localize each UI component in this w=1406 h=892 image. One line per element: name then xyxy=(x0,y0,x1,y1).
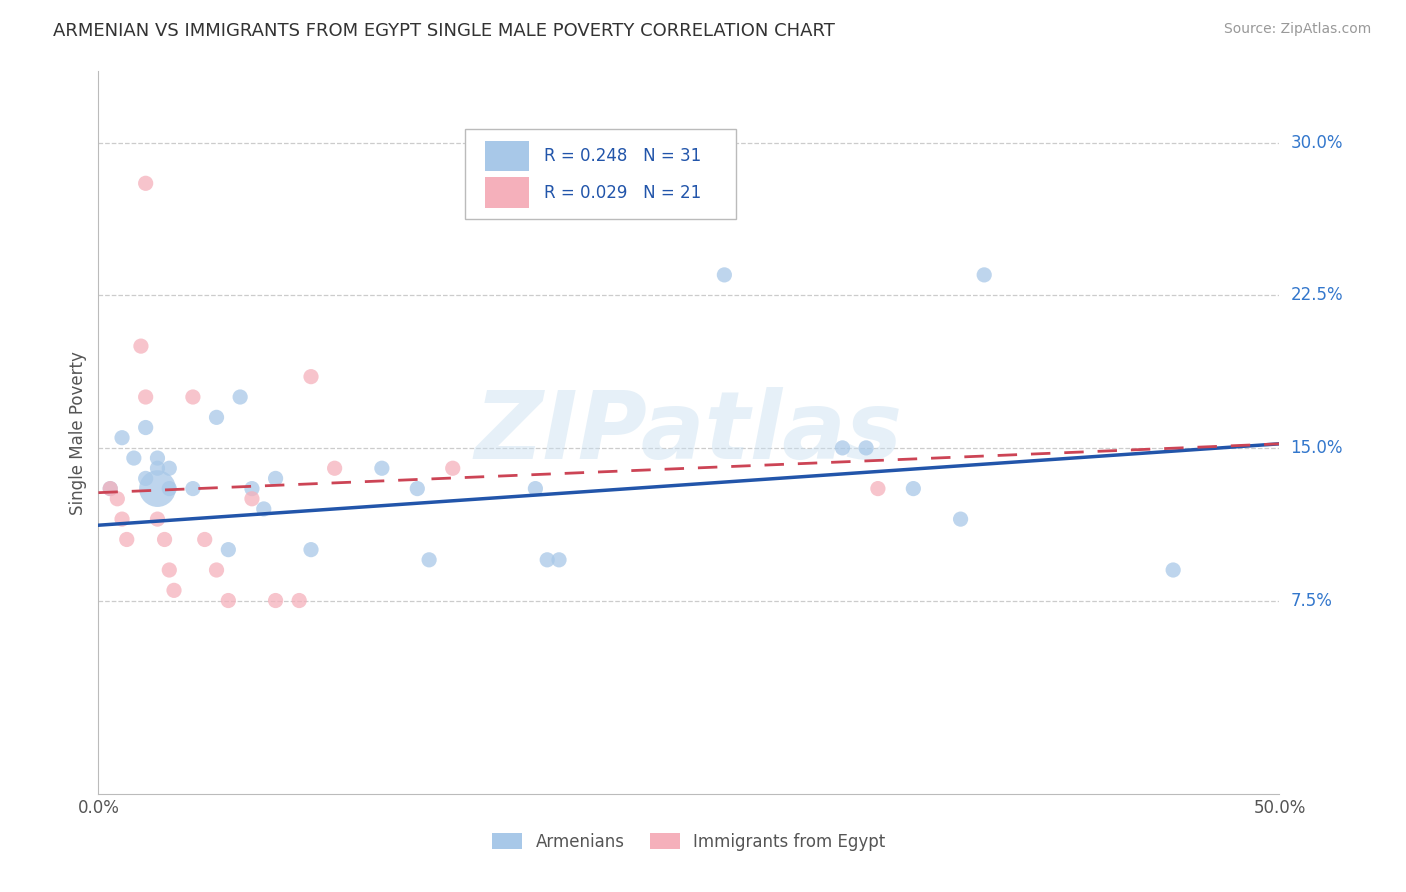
Point xyxy=(949,512,972,526)
Point xyxy=(299,369,322,384)
Point xyxy=(217,593,239,607)
Point xyxy=(418,553,440,567)
Point xyxy=(157,482,180,496)
Point xyxy=(115,533,138,547)
Text: 30.0%: 30.0% xyxy=(1291,134,1343,152)
Point xyxy=(135,176,157,190)
Bar xyxy=(485,178,530,208)
Point xyxy=(194,533,217,547)
Point xyxy=(229,390,252,404)
Point xyxy=(146,461,169,475)
Point xyxy=(217,542,239,557)
Point xyxy=(240,491,263,506)
Point xyxy=(129,339,152,353)
Point xyxy=(205,410,228,425)
Point xyxy=(111,512,134,526)
FancyBboxPatch shape xyxy=(464,129,737,219)
Point xyxy=(111,431,134,445)
Point xyxy=(441,461,464,475)
Point xyxy=(146,482,169,496)
Point xyxy=(135,471,157,485)
Point xyxy=(973,268,995,282)
Point xyxy=(105,491,128,506)
Text: Source: ZipAtlas.com: Source: ZipAtlas.com xyxy=(1223,22,1371,37)
Point xyxy=(240,482,263,496)
Point xyxy=(903,482,925,496)
Point xyxy=(264,471,287,485)
Point xyxy=(181,482,204,496)
Point xyxy=(264,593,287,607)
Point xyxy=(146,451,169,466)
Point xyxy=(135,420,157,434)
Text: 15.0%: 15.0% xyxy=(1291,439,1343,457)
Point xyxy=(866,482,889,496)
Point xyxy=(146,512,169,526)
Point xyxy=(299,542,322,557)
Point xyxy=(157,461,180,475)
Point xyxy=(855,441,877,455)
Point xyxy=(371,461,394,475)
Point xyxy=(406,482,429,496)
Point xyxy=(323,461,346,475)
Text: R = 0.248   N = 31: R = 0.248 N = 31 xyxy=(544,147,702,165)
Point xyxy=(253,502,276,516)
Point xyxy=(98,482,121,496)
Point xyxy=(524,482,547,496)
Point xyxy=(153,533,176,547)
Point xyxy=(122,451,145,466)
Point xyxy=(163,583,186,598)
Text: 7.5%: 7.5% xyxy=(1291,591,1333,609)
Point xyxy=(548,553,571,567)
Text: R = 0.029   N = 21: R = 0.029 N = 21 xyxy=(544,184,702,202)
Bar xyxy=(485,141,530,171)
Point xyxy=(713,268,735,282)
Point xyxy=(536,553,558,567)
Point xyxy=(288,593,311,607)
Point xyxy=(98,482,121,496)
Legend: Armenians, Immigrants from Egypt: Armenians, Immigrants from Egypt xyxy=(486,827,891,858)
Point xyxy=(831,441,853,455)
Text: 22.5%: 22.5% xyxy=(1291,286,1343,304)
Point xyxy=(205,563,228,577)
Point xyxy=(181,390,204,404)
Point xyxy=(1161,563,1184,577)
Text: ARMENIAN VS IMMIGRANTS FROM EGYPT SINGLE MALE POVERTY CORRELATION CHART: ARMENIAN VS IMMIGRANTS FROM EGYPT SINGLE… xyxy=(53,22,835,40)
Y-axis label: Single Male Poverty: Single Male Poverty xyxy=(69,351,87,515)
Point xyxy=(135,390,157,404)
Point xyxy=(157,563,180,577)
Text: ZIPatlas: ZIPatlas xyxy=(475,386,903,479)
